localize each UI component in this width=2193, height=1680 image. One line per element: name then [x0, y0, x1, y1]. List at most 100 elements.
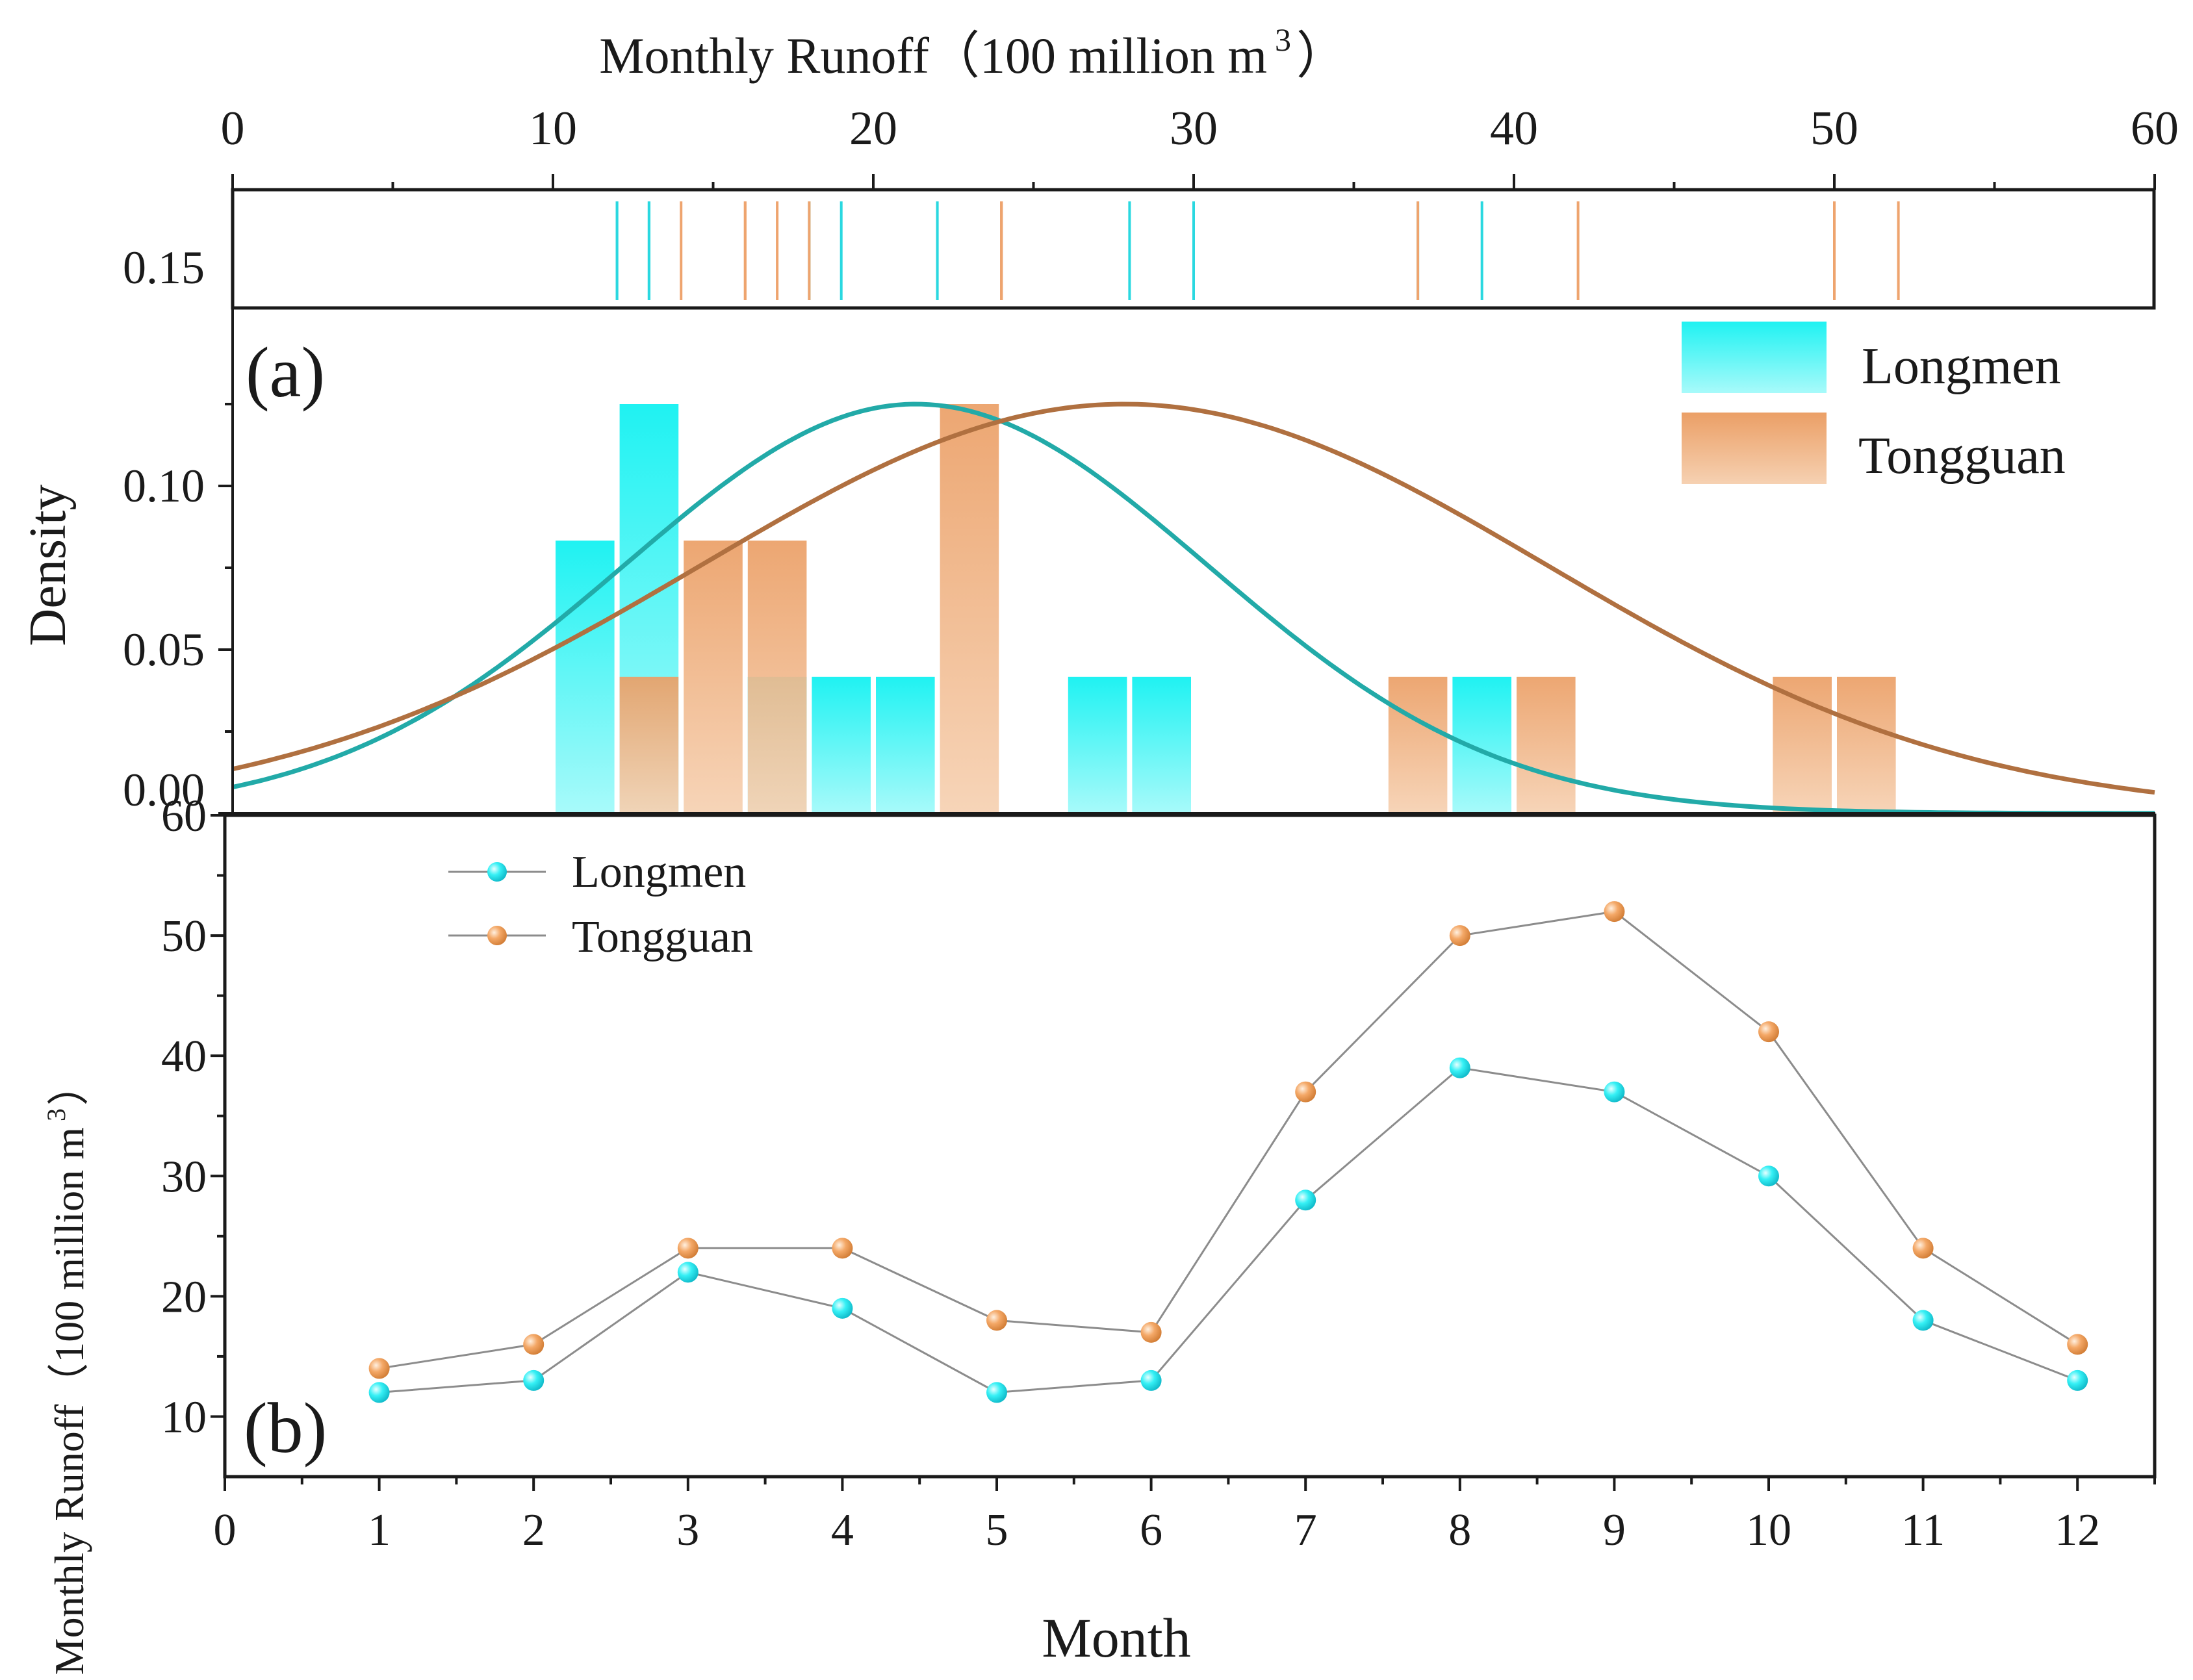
line-y-ticks: 10 20 30 40 50 60 [161, 791, 225, 1442]
density-bar-tongguan [1837, 676, 1896, 813]
density-bar-tongguan [1517, 676, 1576, 813]
data-point-longmen [2067, 1369, 2088, 1391]
data-point-tongguan [523, 1334, 545, 1355]
data-point-tongguan [677, 1238, 699, 1259]
legend-swatch-tongguan [1682, 413, 1827, 484]
data-point-longmen [677, 1262, 699, 1283]
density-bars [556, 404, 1896, 813]
density-bar-tongguan [1388, 676, 1448, 813]
data-point-longmen [832, 1297, 853, 1319]
legend-text-tongguan: Tongguan [572, 912, 753, 962]
data-point-longmen [1604, 1081, 1625, 1102]
data-point-longmen [1449, 1057, 1470, 1078]
top-axis-title-close: ） [1296, 27, 1347, 84]
density-y-tick-label: 0.10 [123, 460, 205, 512]
data-point-tongguan [1140, 1321, 1162, 1343]
line-y-label-text: Monthly Runoff（100 million m [46, 1127, 92, 1675]
legend-text-longmen: Longmen [572, 847, 746, 897]
data-point-longmen [1758, 1165, 1779, 1187]
line-x-tick-label: 3 [676, 1505, 699, 1555]
data-point-tongguan [2067, 1334, 2088, 1355]
line-y-tick-label: 30 [161, 1152, 207, 1202]
data-point-tongguan [1604, 901, 1625, 923]
density-y-tick-label: 0.05 [123, 624, 205, 676]
line-x-tick-label: 1 [368, 1505, 391, 1555]
top-axis: Monthly Runoff（100 million m 3 ） 0 10 20 30… [221, 21, 2179, 191]
data-point-longmen [1295, 1190, 1316, 1211]
line-y-label-close: ） [46, 1064, 92, 1106]
top-axis-tick-label: 50 [1810, 102, 1858, 155]
data-point-tongguan [1912, 1238, 1934, 1259]
data-point-longmen [523, 1369, 545, 1391]
rug-lines [615, 201, 1900, 300]
line-x-tick-label: 10 [1746, 1505, 1791, 1555]
density-curve-longmen [232, 401, 2155, 816]
data-point-longmen [368, 1382, 390, 1403]
rug-y-tick-label: 0.15 [123, 242, 205, 294]
line-x-tick-label: 7 [1294, 1505, 1317, 1555]
line-y-label: Monthly Runoff（100 million m 3 ） [42, 1064, 92, 1675]
data-point-tongguan [1449, 925, 1470, 947]
top-axis-tick-label: 30 [1170, 102, 1218, 155]
line-x-tick-label: 2 [522, 1505, 545, 1555]
line-x-tick-label: 5 [986, 1505, 1008, 1555]
data-point-tongguan [1295, 1081, 1316, 1102]
line-x-tick-label: 4 [831, 1505, 854, 1555]
legend-marker-longmen [487, 862, 507, 882]
line-series [368, 901, 2088, 1403]
panel-a-label: (a) [246, 333, 325, 412]
density-curves [232, 401, 2155, 816]
line-y-tick-label: 10 [161, 1392, 207, 1442]
top-axis-tick-label: 40 [1490, 102, 1538, 155]
line-x-tick-label: 12 [2055, 1505, 2100, 1555]
legend-label-longmen: Longmen [1862, 338, 2061, 395]
line-x-tick-label: 8 [1448, 1505, 1471, 1555]
density-bar-tongguan [747, 541, 807, 813]
data-point-tongguan [832, 1238, 853, 1259]
top-axis-tick-label: 10 [529, 102, 577, 155]
density-bar-tongguan [684, 541, 743, 813]
top-axis-ticks: 0 10 20 30 40 50 60 [221, 102, 2179, 191]
density-bar-longmen [1068, 676, 1127, 813]
density-bar-tongguan [619, 676, 679, 813]
density-panel: 0.00 0.05 0.10 (a) Density Longmen Tonggua… [19, 309, 2155, 816]
legend-swatch-longmen [1682, 322, 1827, 393]
data-point-tongguan [368, 1358, 390, 1379]
line-x-ticks: 0 1 2 3 4 5 6 7 8 9 10 11 12 [214, 1477, 2156, 1555]
line-x-tick-label: 0 [214, 1505, 237, 1555]
top-axis-tick-label: 20 [849, 102, 897, 155]
density-legend: Longmen Tongguan [1682, 322, 2066, 485]
density-bar-longmen [1452, 676, 1511, 813]
rug-panel-frame [231, 188, 2156, 310]
data-point-longmen [1912, 1310, 1934, 1331]
line-legend: Longmen Tongguan [448, 847, 753, 962]
data-point-longmen [1140, 1369, 1162, 1391]
density-bar-longmen [812, 676, 871, 813]
line-panel-frame [223, 813, 2157, 1479]
line-y-tick-label: 60 [161, 791, 207, 841]
line-y-tick-label: 20 [161, 1272, 207, 1322]
series-line-longmen [379, 1067, 2078, 1394]
panel-b-label: (b) [244, 1388, 327, 1468]
line-y-tick-label: 50 [161, 911, 207, 961]
density-bar-longmen [876, 676, 935, 813]
legend-marker-tongguan [487, 926, 507, 945]
line-y-tick-label: 40 [161, 1032, 207, 1082]
density-curve-tongguan [232, 401, 2155, 795]
line-x-tick-label: 6 [1140, 1505, 1162, 1555]
density-bar-tongguan [1773, 676, 1832, 813]
density-y-tick-label: 0.00 [123, 764, 205, 816]
line-x-label: Month [1042, 1607, 1190, 1669]
line-x-tick-label: 9 [1603, 1505, 1626, 1555]
data-point-tongguan [1758, 1021, 1779, 1043]
density-bar-longmen [556, 541, 615, 813]
top-axis-title: Monthly Runoff（100 million m [599, 27, 1267, 84]
top-axis-title-sup: 3 [1275, 21, 1291, 58]
line-y-label-sup: 3 [42, 1108, 71, 1121]
top-axis-tick-label: 0 [221, 102, 245, 155]
density-bar-longmen [1132, 676, 1191, 813]
density-bar-tongguan [940, 404, 999, 813]
series-line-tongguan [379, 910, 2078, 1369]
